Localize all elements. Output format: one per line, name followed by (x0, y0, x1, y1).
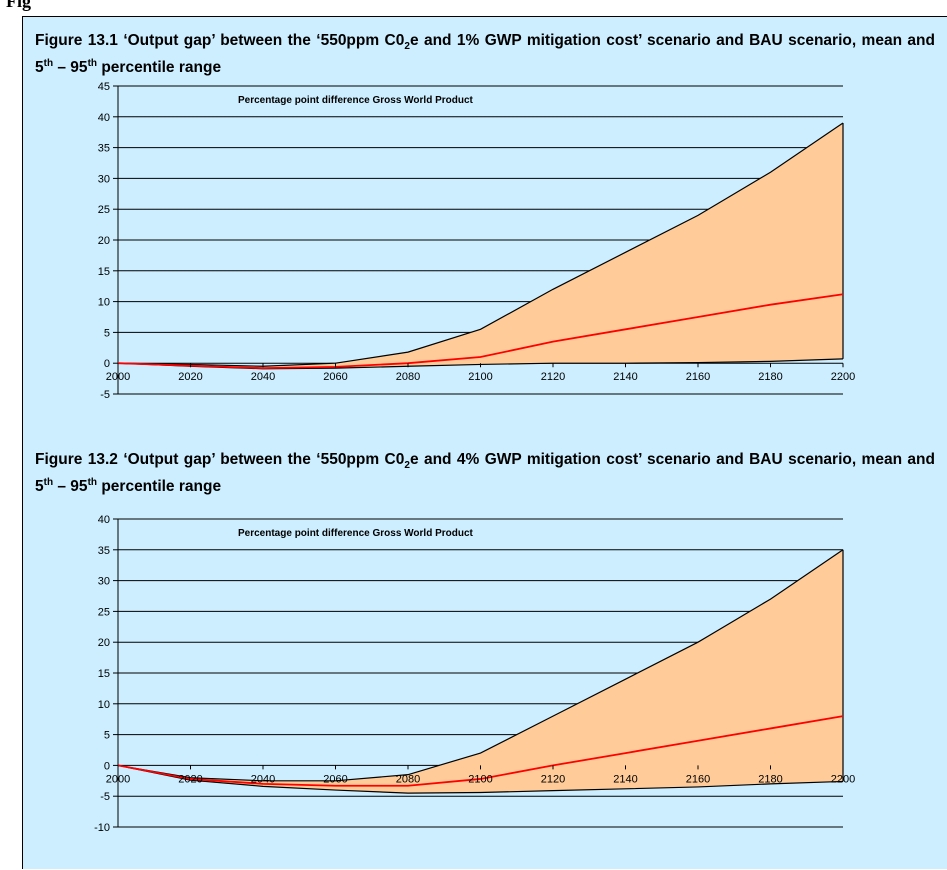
chart1-y-tick-label: 45 (98, 81, 110, 93)
clipped-heading: Fig (6, 0, 31, 11)
chart1-y-tick-label: 10 (98, 297, 110, 309)
chart2-x-tick-label: 2040 (251, 773, 275, 785)
figure-13-2-title: Figure 13.2 ‘Output gap’ between the ‘55… (35, 451, 935, 496)
chart2-x-tick-label: 2120 (541, 773, 565, 785)
chart2-x-tick-label: 2020 (178, 773, 202, 785)
chart1-series-mean (117, 293, 844, 370)
chart1-x-tick-label: 2120 (541, 371, 565, 383)
chart1-x-tick-label: 2160 (686, 371, 710, 383)
chart2-x-tick-label: 2180 (758, 773, 782, 785)
chart2-y-tick-label: 5 (104, 730, 110, 742)
chart1-x-tick-label: 2180 (758, 371, 782, 383)
chart2-x-tick-label: 2000 (106, 773, 130, 785)
chart1-percentile-band (118, 122, 843, 369)
page-header-strip: Fig (0, 0, 947, 16)
chart2-y-tick-label: 40 (98, 514, 110, 526)
chart1-x-tick-label: 2100 (468, 371, 492, 383)
figure-13-1-title: Figure 13.1 ‘Output gap’ between the ‘55… (35, 32, 935, 77)
chart1-x-tick-label: 2060 (323, 371, 347, 383)
chart2-y-tick-label: 35 (98, 545, 110, 557)
chart2-y-tick-label: 0 (104, 760, 110, 772)
chart1-x-tick-label: 2040 (251, 371, 275, 383)
chart2-x-tick-label: 2100 (468, 773, 492, 785)
chart2-x-tick-label: 2060 (323, 773, 347, 785)
chart1-x-tick-label: 2140 (613, 371, 637, 383)
chart1-y-tick-label: -5 (100, 389, 110, 401)
chart1-y-tick-label: 40 (98, 112, 110, 124)
chart2-percentile-band (118, 549, 843, 794)
figure-panel: Figure 13.1 ‘Output gap’ between the ‘55… (22, 16, 947, 869)
chart2-x-tick-label: 2140 (613, 773, 637, 785)
chart1-x-tick-label: 2020 (178, 371, 202, 383)
chart2-y-tick-label: 30 (98, 576, 110, 588)
chart1-y-tick-label: 20 (98, 235, 110, 247)
chart1-x-tick-label: 2080 (396, 371, 420, 383)
chart2-series-lower (117, 764, 844, 794)
chart1-y-tick-label: 35 (98, 143, 110, 155)
chart1-y-tick-label: 15 (98, 266, 110, 278)
chart1-series-upper (117, 122, 844, 367)
chart2-y-tick-label: -5 (100, 791, 110, 803)
chart1-y-tick-label: 0 (104, 358, 110, 370)
chart2-y-tick-label: 10 (98, 699, 110, 711)
chart1-y-tick-label: 25 (98, 204, 110, 216)
chart2-x-tick-label: 2160 (686, 773, 710, 785)
chart2-y-tick-label: 15 (98, 668, 110, 680)
chart2-y-tick-label: 20 (98, 637, 110, 649)
chart2-inner-label: Percentage point difference Gross World … (238, 528, 474, 539)
chart1-inner-label: Percentage point difference Gross World … (238, 95, 474, 106)
chart1-x-tick-label: 2000 (106, 371, 130, 383)
chart2-y-tick-label: 25 (98, 606, 110, 618)
chart2-series-upper (117, 549, 844, 782)
chart2-y-tick-label: -10 (94, 822, 110, 834)
chart1-y-tick-label: 5 (104, 327, 110, 339)
chart1-x-tick-label: 2200 (831, 371, 855, 383)
chart-13-1: -5 0 5 10 15 20 25 30 35 40 45 2000 2020 2040 2060 2080… (98, 81, 855, 401)
chart2-series-mean (117, 715, 844, 787)
chart-13-2: -10 -5 0 5 10 15 20 25 30 35 40 2000 2020 2040 2060 208… (94, 514, 855, 834)
chart2-x-tick-label: 2200 (831, 773, 855, 785)
chart2-x-tick-label: 2080 (396, 773, 420, 785)
chart1-y-tick-label: 30 (98, 173, 110, 185)
